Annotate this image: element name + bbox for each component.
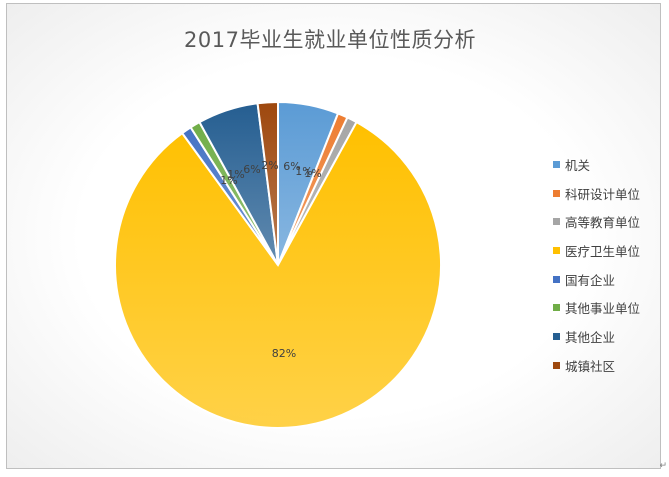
legend-label: 科研设计单位 — [565, 186, 641, 202]
data-label-guoyou: 1% — [220, 174, 237, 187]
legend-swatch — [553, 361, 560, 369]
legend-swatch — [553, 160, 560, 168]
legend-label: 机关 — [565, 157, 591, 173]
legend-item-guoyou: 国有企业 — [553, 265, 651, 294]
legend-label: 医疗卫生单位 — [565, 243, 641, 259]
data-label-jiguan: 6% — [283, 160, 300, 173]
legend-item-jiguan: 机关 — [553, 150, 651, 179]
legend-item-chengzhen: 城镇社区 — [553, 351, 651, 380]
legend-item-keyan: 科研设计单位 — [553, 179, 651, 208]
legend-swatch — [553, 218, 560, 226]
legend-label: 其他企业 — [565, 329, 616, 345]
data-label-qitaqiye: 6% — [243, 163, 260, 176]
legend-swatch — [553, 189, 560, 197]
legend-label: 高等教育单位 — [565, 215, 641, 231]
data-label-yiliao: 82% — [272, 347, 296, 360]
data-label-gaodeng: 1% — [304, 167, 321, 180]
legend-item-yiliao: 医疗卫生单位 — [553, 236, 651, 265]
legend-item-qitashiye: 其他事业单位 — [553, 293, 651, 322]
chart-legend: 机关科研设计单位 高等教育单位 医疗卫生单位 国有企业其他事业单位 其他企业城镇社区 — [553, 150, 651, 380]
legend-label: 其他事业单位 — [565, 301, 641, 317]
legend-label: 城镇社区 — [565, 358, 616, 374]
legend-item-gaodeng: 高等教育单位 — [553, 207, 651, 236]
legend-swatch — [553, 246, 560, 254]
legend-swatch — [553, 332, 560, 340]
data-label-chengzhen: 2% — [261, 159, 278, 172]
chart-title: 2017毕业生就业单位性质分析 — [184, 28, 476, 52]
legend-swatch — [553, 304, 560, 312]
data-label-keyan: 1% — [295, 165, 312, 178]
slice-chengzhen — [256, 100, 279, 266]
paragraph-mark: ↵ — [659, 461, 667, 471]
legend-label: 国有企业 — [565, 272, 616, 288]
data-label-qitashiye: 1% — [227, 168, 244, 181]
slice-yiliao — [114, 120, 442, 429]
legend-swatch — [553, 275, 560, 283]
legend-item-qitaqiye: 其他企业 — [553, 322, 651, 351]
